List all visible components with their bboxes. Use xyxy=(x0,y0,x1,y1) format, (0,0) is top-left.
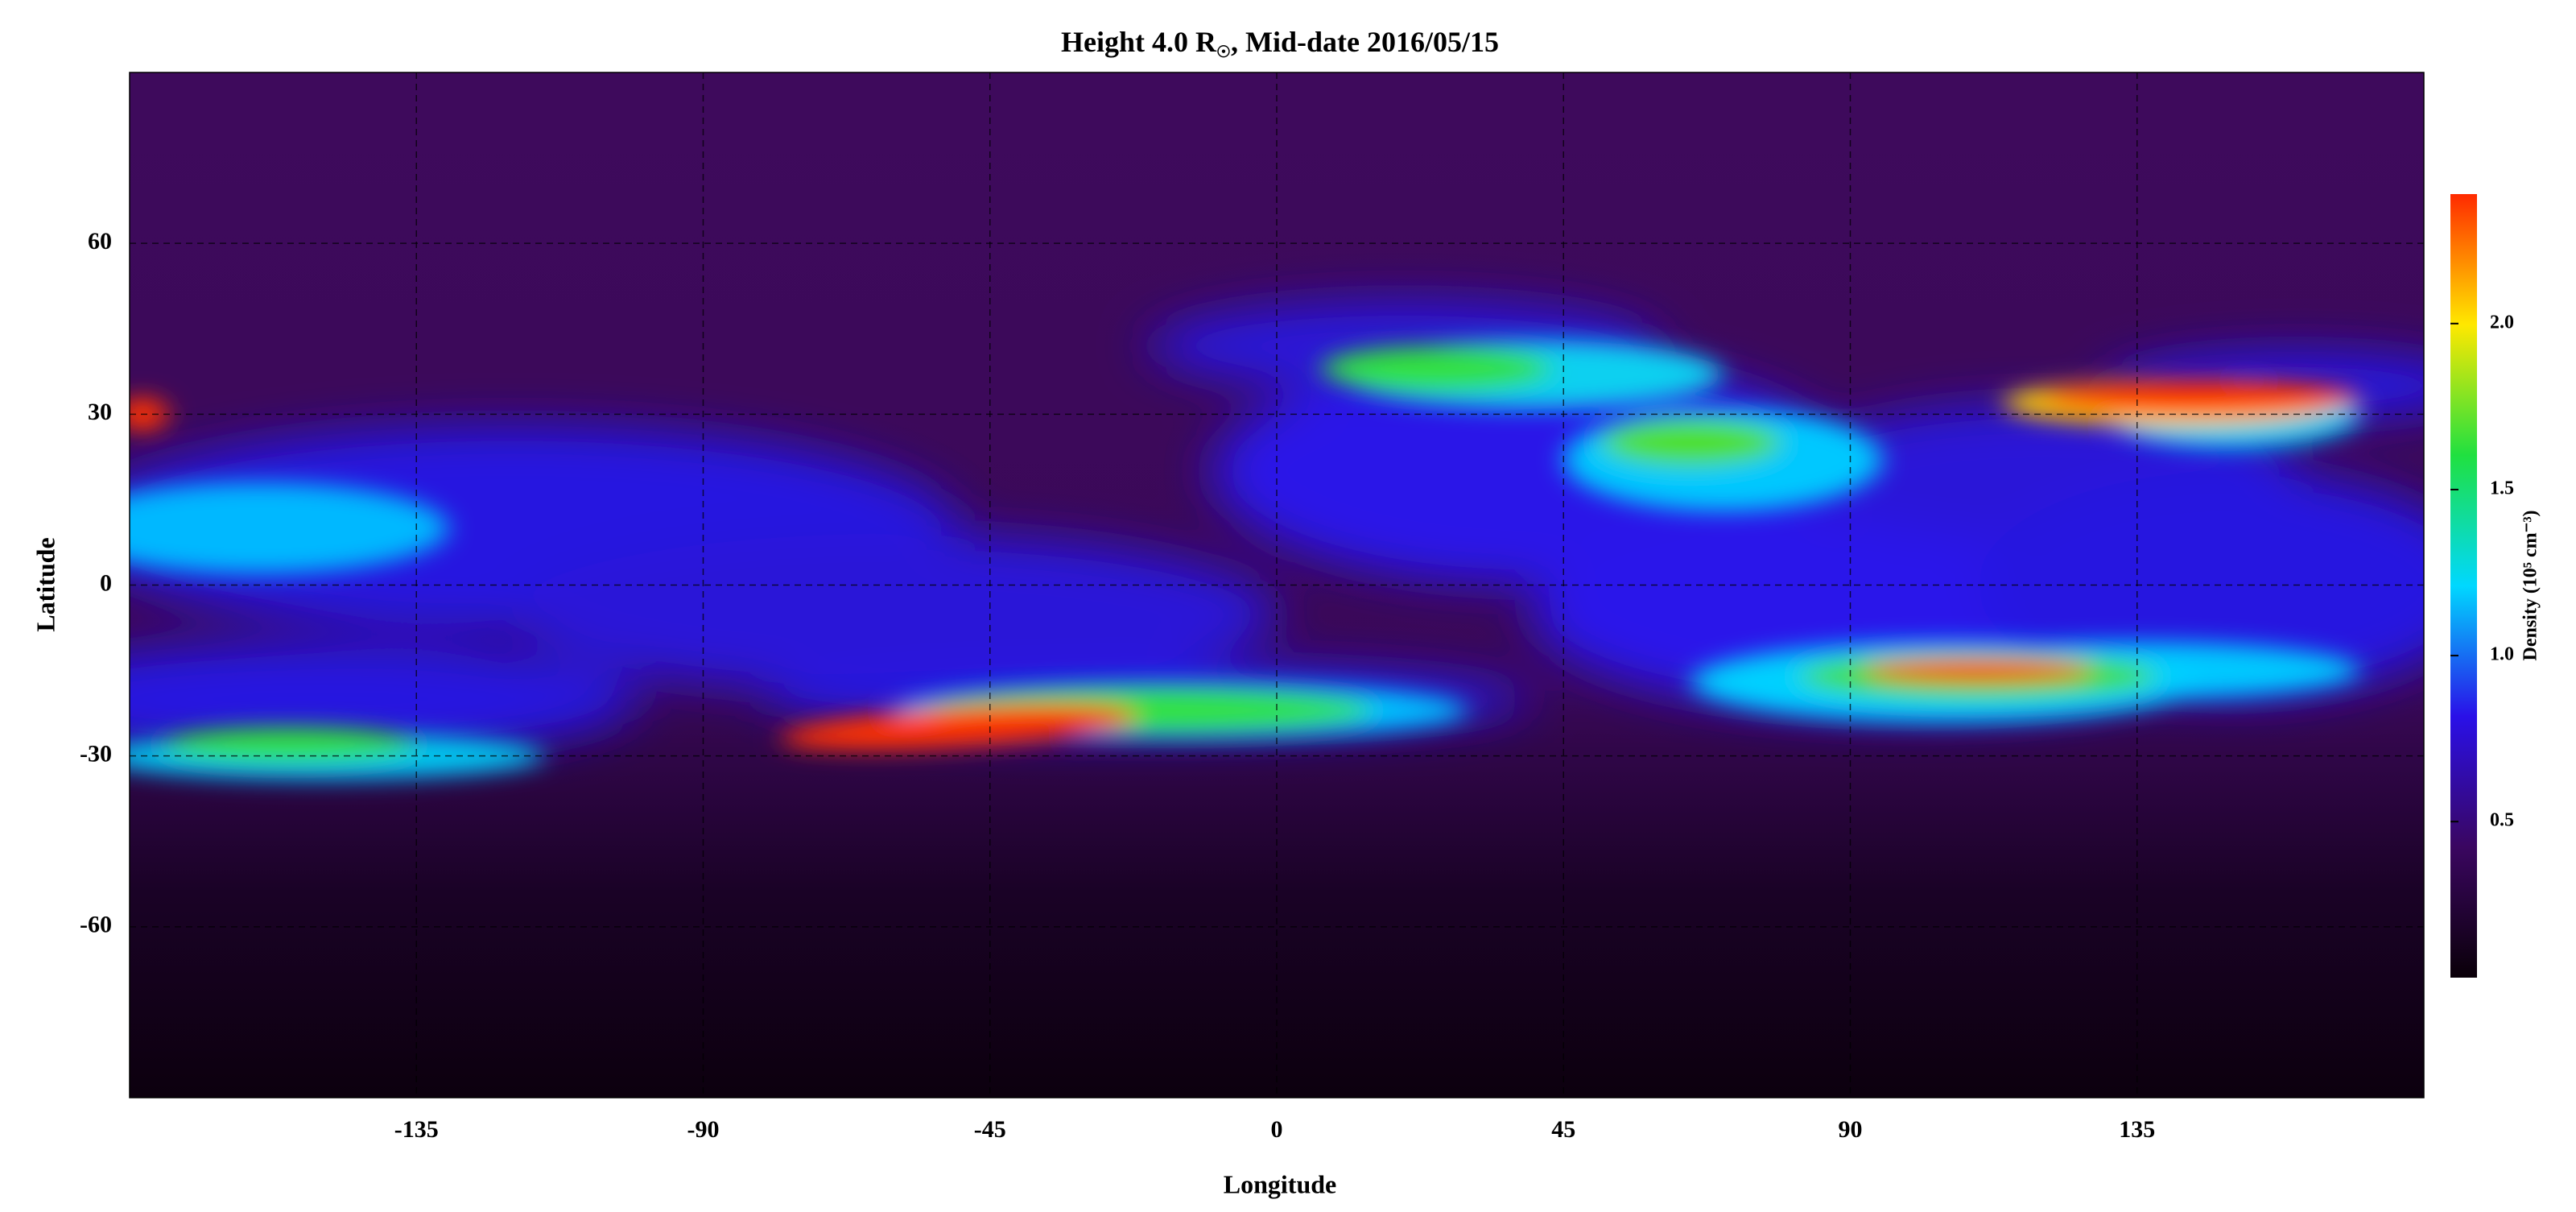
colorbar-label: Density (10⁵ cm⁻³) xyxy=(2520,510,2541,660)
x-tick-label: 45 xyxy=(1551,1116,1575,1143)
title-rest: , Mid-date 2016/05/15 xyxy=(1231,26,1499,58)
colorbar-tick-label: 0.5 xyxy=(2490,810,2514,831)
y-tick-label: 30 xyxy=(88,399,112,425)
x-axis-label: Longitude xyxy=(1224,1169,1336,1198)
y-tick-label: -30 xyxy=(80,741,112,767)
title-main: Height 4.0 R xyxy=(1061,26,1217,58)
colorbar-tick-label: 2.0 xyxy=(2490,312,2514,333)
colorbar-tick-label: 1.5 xyxy=(2490,478,2514,498)
colorbar xyxy=(2450,194,2477,978)
x-tick-label: 135 xyxy=(2119,1116,2155,1143)
x-tick-label: -90 xyxy=(687,1116,720,1143)
x-tick-label: -45 xyxy=(974,1116,1006,1143)
y-axis-label: Latitude xyxy=(31,537,60,631)
x-tick-label: -135 xyxy=(394,1116,439,1143)
title-sub: ☉ xyxy=(1216,43,1231,61)
y-tick-label: -60 xyxy=(80,912,112,938)
colorbar-tick-label: 1.0 xyxy=(2490,644,2514,665)
y-tick-label: 0 xyxy=(100,569,112,596)
y-tick-label: 60 xyxy=(88,228,112,254)
x-tick-label: 0 xyxy=(1271,1116,1283,1143)
x-tick-label: 90 xyxy=(1839,1116,1863,1143)
chart-title: Height 4.0 R☉, Mid-date 2016/05/15 xyxy=(1061,26,1499,60)
